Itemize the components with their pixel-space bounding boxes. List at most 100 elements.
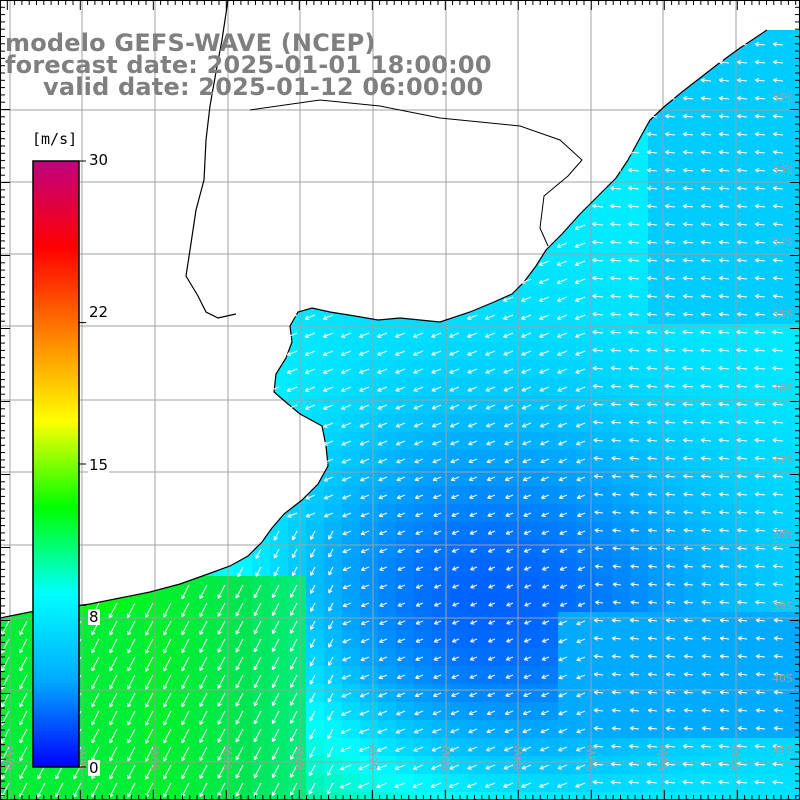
wind-arrow-head [718, 473, 724, 477]
wind-arrow [342, 476, 352, 482]
wind-arrow-head [612, 529, 617, 533]
wind-arrow [127, 710, 136, 726]
wind-arrow [755, 511, 766, 514]
wind-arrow [647, 187, 658, 190]
wind-arrow-head [328, 608, 333, 612]
wind-arrow [539, 296, 550, 302]
wind-arrow [594, 655, 604, 658]
wind-arrow [341, 692, 352, 698]
wind-arrow-head [127, 758, 132, 762]
wind-arrow [522, 440, 532, 445]
wind-arrow [199, 602, 208, 617]
wind-arrow-head [646, 295, 651, 299]
wind-arrow-head [628, 365, 633, 369]
wind-arrow-head [719, 203, 724, 207]
wind-arrow-head [736, 79, 741, 83]
wind-arrow [467, 404, 478, 410]
wind-arrow-head [577, 602, 581, 607]
wind-arrow-head [488, 602, 492, 606]
wind-arrow-head [451, 494, 455, 499]
wind-arrow-head [755, 690, 760, 693]
wind-arrow-head [360, 675, 364, 679]
wind-cell [792, 306, 800, 324]
wind-arrow [560, 584, 568, 589]
wind-arrow [557, 386, 568, 392]
wind-arrow [469, 494, 478, 499]
wind-arrow-head [611, 474, 616, 477]
wind-arrow [576, 638, 586, 643]
wind-arrow-head [736, 419, 741, 423]
wind-arrow [395, 386, 406, 392]
wind-arrow-head [488, 584, 492, 588]
wind-arrow [738, 709, 748, 712]
wind-arrow [648, 547, 658, 550]
wind-arrow-head [736, 383, 741, 387]
wind-arrow [701, 457, 712, 460]
wind-arrow-head [145, 722, 150, 726]
wind-arrow [719, 115, 730, 118]
wind-arrow [413, 386, 424, 392]
wind-arrow-head [665, 475, 670, 479]
wind-arrow-head [772, 329, 777, 333]
wind-arrow-head [576, 656, 580, 661]
wind-arrow [396, 440, 406, 446]
wind-arrow-head [682, 169, 687, 173]
wind-arrow [253, 746, 262, 761]
wind-arrow [379, 584, 388, 589]
wind-arrow [756, 637, 766, 640]
wind-arrow-head [254, 649, 258, 653]
land-area [0, 0, 800, 618]
wind-arrow-head [647, 221, 652, 225]
wind-arrow-head [701, 473, 706, 477]
wind-arrow-head [664, 329, 669, 333]
wind-arrow-head [629, 726, 634, 729]
wind-arrow-head [773, 727, 778, 731]
wind-arrow [665, 493, 676, 496]
wind-arrow-head [646, 367, 651, 371]
wind-arrow-head [468, 441, 472, 445]
wind-arrow-head [646, 151, 651, 155]
wind-arrow-head [576, 620, 580, 625]
wind-arrow-head [469, 494, 473, 499]
wind-arrow [646, 385, 658, 388]
wind-arrow [577, 512, 586, 517]
wind-arrow-head [558, 476, 562, 481]
wind-cell [432, 792, 450, 800]
wind-arrow-head [360, 512, 364, 517]
wind-arrow-head [396, 674, 401, 679]
wind-arrow-head [628, 421, 633, 425]
wind-arrow [737, 79, 748, 82]
wind-arrow [145, 674, 154, 690]
wind-arrow [629, 745, 640, 748]
wind-arrow [774, 691, 784, 694]
wind-arrow [647, 421, 658, 424]
wind-arrow [612, 565, 622, 568]
wind-arrow-head [506, 584, 510, 588]
wind-cell [792, 72, 800, 90]
wind-arrow-head [772, 401, 777, 405]
wind-arrow-head [594, 565, 599, 569]
wind-arrow-head [432, 710, 436, 715]
wind-arrow-head [217, 703, 222, 707]
wind-arrow [648, 637, 658, 640]
wind-arrow-head [683, 95, 688, 99]
wind-arrow-head [737, 203, 742, 207]
wind-arrow-head [592, 257, 597, 261]
wind-arrow-head [612, 492, 617, 495]
wind-arrow [413, 332, 424, 338]
wind-arrow [736, 331, 748, 334]
wind-arrow [523, 512, 532, 517]
wind-arrow-head [737, 59, 742, 63]
wind-arrow-head [611, 456, 616, 459]
wind-arrow [629, 457, 640, 460]
wind-arrow [309, 728, 316, 740]
wind-arrow-head [683, 708, 688, 711]
wind-arrow [630, 727, 640, 730]
wind-arrow-head [378, 494, 382, 499]
wind-arrow-head [217, 667, 222, 671]
wind-arrow-head [610, 385, 615, 389]
wind-arrow [719, 583, 730, 586]
wind-arrow-head [682, 259, 687, 263]
wind-arrow-head [397, 620, 401, 625]
wind-arrow-head [592, 385, 597, 389]
